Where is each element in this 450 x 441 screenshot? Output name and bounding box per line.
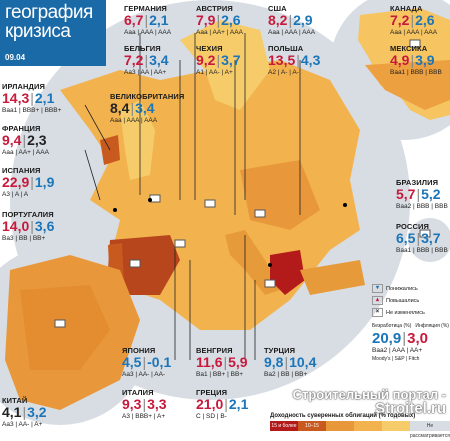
country-usa: США 8,2|2,9 Aaa | AAA | AAA [268,4,316,36]
scale-swatch: Не рассматривается [410,421,450,439]
legend-nochange: × Не изменялись [372,308,450,317]
scandinavia-land [180,20,270,110]
watermark-line2: Stroitel.ru [375,400,446,417]
country-china: КИТАЙ 4,1|3,2 Aa3 | AA- | A+ [2,396,47,428]
country-hungary: ВЕНГРИЯ 11,6|5,9 Ba1 | BB+ | BB+ [196,346,248,378]
legend-up: ▴ Повышались [372,296,450,305]
country-italy: ИТАЛИЯ 9,3|3,3 A3 | BBB+ | A+ [122,388,167,420]
country-canada: КАНАДА 7,2|2,6 Aaa | AAA | AAA [390,4,438,36]
brazil-circle [408,218,450,262]
country-markers [54,39,431,328]
usa-land [365,60,450,110]
italy-land [225,230,280,295]
scale-title: Доходность суверенных облигаций (% годов… [270,413,416,419]
scale-swatch: 15 и более [270,421,298,431]
crisis-map [0,0,450,425]
country-poland: ПОЛЬША 13,5|4,3 A2 | A- | A- [268,44,321,76]
country-spain: ИСПАНИЯ 22,9|1,9 A3 | A | A [2,166,55,198]
connector-lines [84,33,301,360]
country-russia: РОССИЯ 6,5|3,7 Baa1 | BBB | BBB [396,222,448,254]
country-uk: ВЕЛИКОБРИТАНИЯ 8,4|3,4 Aaa | AAA | AAA [110,92,185,124]
scale-swatch: 10–15 [298,421,326,431]
country-mexico: МЕКСИКА 4,9|3,9 Baa1 | BBB | BBB [390,44,442,76]
country-czech: ЧЕХИЯ 9,2|3,7 A1 | AA- | A+ [196,44,241,76]
country-turkey: ТУРЦИЯ 9,8|10,4 Ba2 | BB | BB+ [264,346,317,378]
country-belgium: БЕЛЬГИЯ 7,2|3,4 Aa3 | AA | AA+ [124,44,169,76]
scale-swatch [326,421,354,431]
yield-scale: 15 и более 10–15 Не рассматривается [270,421,450,439]
country-greece: ГРЕЦИЯ 21,0|2,1 C | SD | B- [196,388,249,420]
nochange-icon: × [372,308,383,317]
greece-land [270,250,305,295]
country-ireland: ИРЛАНДИЯ 14,3|2,1 Baa1 | BBB+ | BBB+ [2,82,62,114]
uk-land [120,100,155,180]
issue-date: 09.04 [5,53,26,62]
legend-sample: 20,9|3,0 Baa2 | AAA | AA+ Moody's | S&P … [372,330,428,362]
country-france: ФРАНЦИЯ 9,4|2,3 Aaa | AA+ | AAA [2,124,49,156]
france-land [160,180,230,250]
country-brazil: БРАЗИЛИЯ 5,7|5,2 Baa2 | BBB | BBB [396,178,448,210]
scale-swatch [354,421,382,431]
legend-axis-labels: Безработица (%) Инфляция (%) [372,323,449,329]
up-icon: ▴ [372,296,383,305]
title-box: география кризиса 09.04 [0,0,106,66]
watermark-line1: Строительный портал - [292,387,446,402]
iberia-land [108,235,180,295]
country-germany: ГЕРМАНИЯ 6,7|2,1 Aaa | AAA | AAA [124,4,172,36]
down-icon: ▾ [372,284,383,293]
turkey-land [300,260,365,295]
legend-down: ▾ Понижались [372,284,450,293]
country-austria: АВСТРИЯ 7,9|2,6 Aaa | AA+ | AAA [196,4,243,36]
title-line1: география [5,2,93,23]
scale-swatch [382,421,410,431]
legend: ▾ Понижались ▴ Повышались × Не изменялис… [372,284,450,364]
country-japan: ЯПОНИЯ 4,5|-0,1 Aa3 | AA- | AA- [122,346,172,378]
country-portugal: ПОРТУГАЛИЯ 14,0|3,6 Ba3 | BB | BB+ [2,210,55,242]
title-line2: кризиса [5,21,71,42]
